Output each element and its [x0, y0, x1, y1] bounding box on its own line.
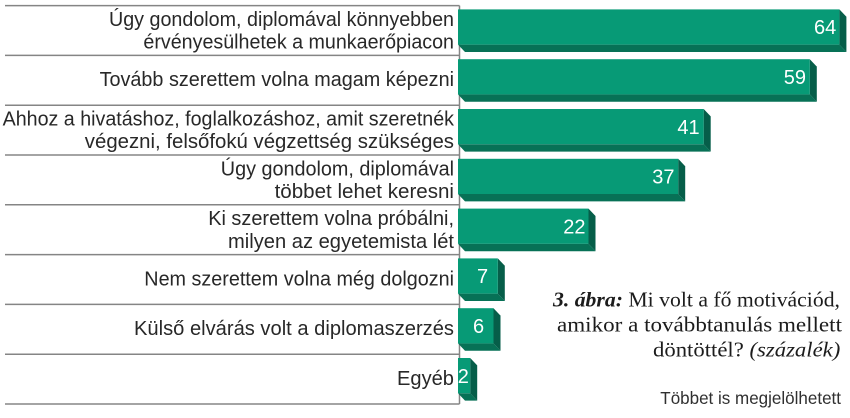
svg-text:érvényesülhetek a munkaerőpiac: érvényesülhetek a munkaerőpiacon — [143, 32, 454, 54]
svg-text:2: 2 — [458, 366, 469, 388]
svg-text:Külső elvárás volt a diplomasz: Külső elvárás volt a diplomaszerzés — [134, 318, 454, 340]
svg-text:Ahhoz a hivatáshoz, foglalkozá: Ahhoz a hivatáshoz, foglalkozáshoz, amit… — [3, 109, 455, 131]
svg-text:Többet is megjelölhetett: Többet is megjelölhetett — [660, 388, 841, 408]
svg-text:Úgy gondolom, diplomával: Úgy gondolom, diplomával — [221, 157, 454, 180]
svg-text:3. ábra: Mi volt a fő motiváci: 3. ábra: Mi volt a fő motivációd, — [552, 287, 840, 311]
svg-text:64: 64 — [814, 17, 836, 39]
svg-text:döntöttél? (százalék): döntöttél? (százalék) — [653, 338, 840, 362]
svg-text:Tovább szerettem volna magam k: Tovább szerettem volna magam képezni — [100, 69, 454, 91]
svg-text:Úgy gondolom, diplomával könny: Úgy gondolom, diplomával könnyebben — [109, 8, 454, 31]
svg-text:többet lehet keresni: többet lehet keresni — [275, 181, 454, 203]
svg-text:Egyéb: Egyéb — [397, 368, 454, 390]
svg-text:milyen az egyetemista lét: milyen az egyetemista lét — [228, 231, 454, 253]
svg-text:amikor a továbbtanulás mellett: amikor a továbbtanulás mellett — [557, 312, 842, 336]
svg-text:59: 59 — [784, 67, 806, 89]
svg-text:végezni, felsőfokú végzettség: végezni, felsőfokú végzettség szükséges — [85, 131, 454, 153]
svg-text:22: 22 — [563, 216, 585, 238]
svg-text:6: 6 — [473, 316, 484, 338]
svg-text:41: 41 — [677, 117, 699, 139]
svg-text:37: 37 — [652, 167, 674, 189]
svg-text:Ki szerettem volna próbálni,: Ki szerettem volna próbálni, — [208, 208, 454, 230]
svg-text:7: 7 — [477, 266, 488, 288]
svg-text:Nem szerettem volna még dolgoz: Nem szerettem volna még dolgozni — [144, 268, 454, 290]
